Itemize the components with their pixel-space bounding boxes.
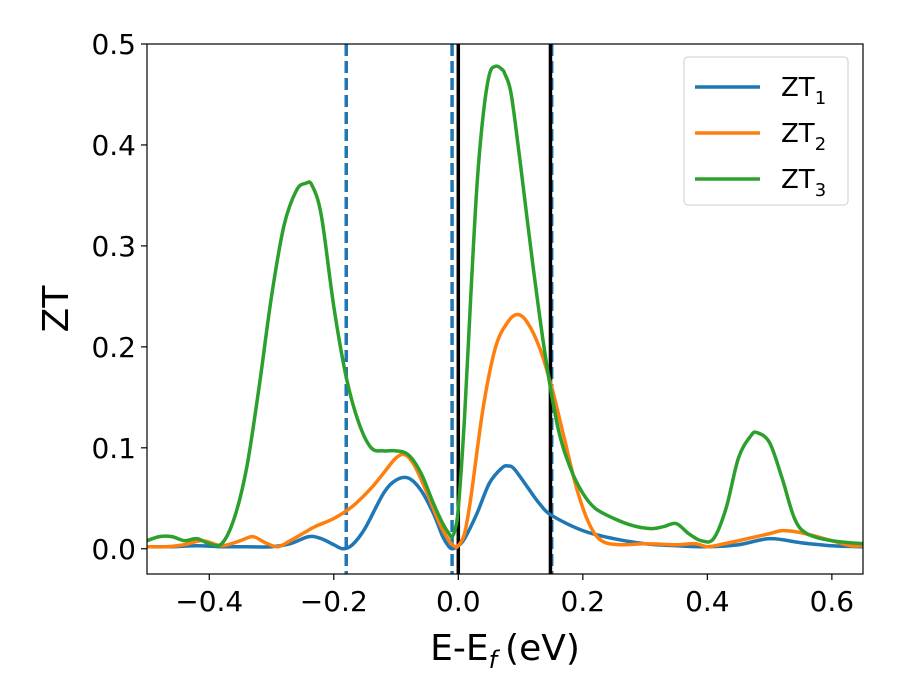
x-tick-label: −0.4 (175, 585, 243, 618)
y-tick-label: 0.2 (91, 331, 136, 364)
x-tick-label: 0.0 (436, 585, 481, 618)
legend: ZT1 ZT2 ZT3 (683, 56, 849, 206)
x-tick-label: 0.6 (810, 585, 855, 618)
legend-label-zt2: ZT2 (781, 119, 826, 155)
y-axis: 0.0 0.1 0.2 0.3 0.4 0.5 (91, 28, 147, 566)
legend-frame (683, 56, 849, 206)
y-tick-label: 0.5 (91, 28, 136, 61)
series-line-zt2 (147, 312, 863, 550)
x-axis-label-unit: (eV) (505, 628, 580, 669)
series-layer (147, 64, 863, 551)
y-tick-label: 0.4 (91, 129, 136, 162)
series-line-zt3 (147, 64, 863, 548)
x-tick-label: −0.2 (300, 585, 368, 618)
x-axis-label: E-Ef (eV) (430, 628, 580, 674)
plot-frame (146, 43, 864, 575)
legend-label-zt3: ZT3 (781, 165, 826, 201)
x-tick-label: 0.4 (685, 585, 730, 618)
y-tick-label: 0.0 (91, 533, 136, 566)
legend-label-zt1: ZT1 (781, 73, 826, 109)
y-tick-label: 0.3 (91, 230, 136, 263)
x-axis-label-sub: f (489, 646, 501, 674)
y-axis-label: ZT (36, 285, 77, 333)
x-tick-label: 0.2 (561, 585, 606, 618)
reference-lines (344, 44, 554, 574)
y-tick-label: 0.1 (91, 432, 136, 465)
x-axis: −0.4 −0.2 0.0 0.2 0.4 0.6 (175, 574, 854, 618)
